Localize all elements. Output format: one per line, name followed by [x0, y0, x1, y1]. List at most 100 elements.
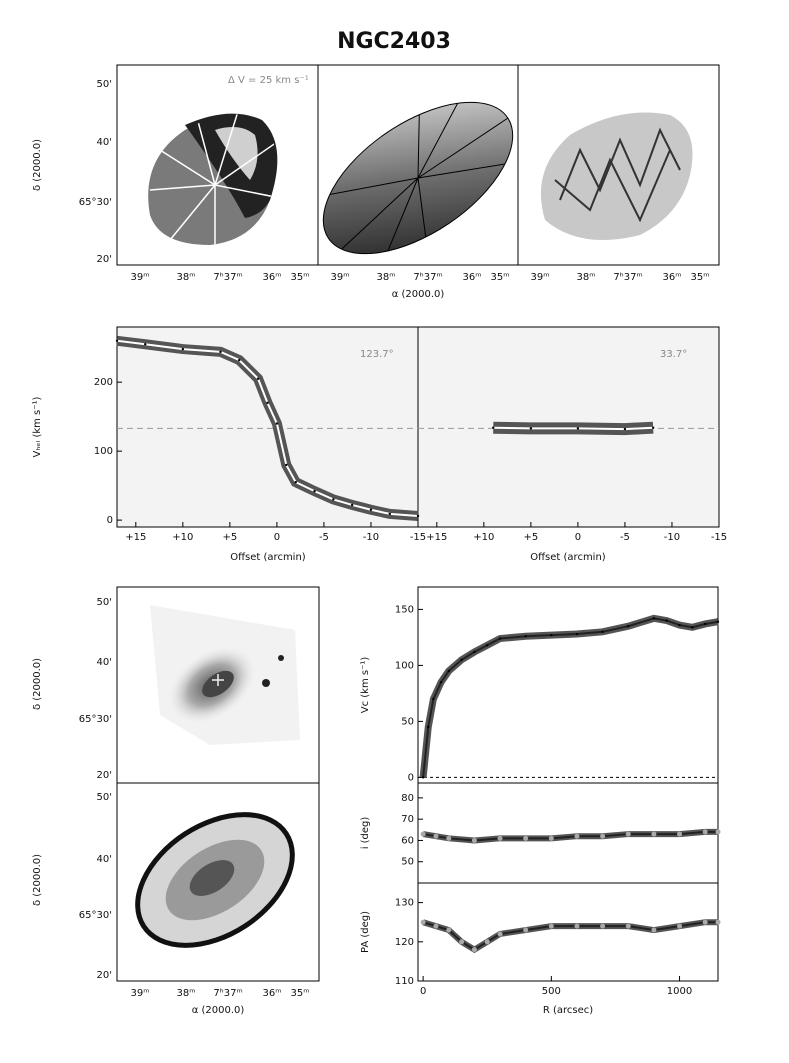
- map-ytick: 65°30': [79, 197, 112, 208]
- data-point: [285, 463, 288, 467]
- data-point: [677, 923, 683, 929]
- data-point: [471, 837, 477, 843]
- data-point: [600, 833, 606, 839]
- intensity-ytick-a: 65°30': [79, 714, 112, 725]
- intensity-ytick-b: 20': [97, 970, 112, 981]
- data-point: [702, 829, 708, 835]
- series-line: [422, 617, 719, 778]
- data-point: [332, 498, 335, 501]
- data-point: [623, 427, 627, 431]
- intensity-ytick-b: 50': [97, 792, 112, 803]
- observed-velocity-field: Δ V = 25 km s⁻¹: [148, 75, 309, 245]
- data-point: [548, 835, 554, 841]
- map-ytick: 20': [97, 254, 112, 265]
- data-point: [627, 625, 630, 628]
- data-point: [550, 633, 553, 637]
- data-point: [238, 358, 241, 362]
- pv-diagrams: 0 100 200 +15 +10 +5 0 -5 -10 -15 +15 +10 +5 0 -5 -10 -…: [32, 326, 727, 563]
- xtick-label: +10: [473, 532, 494, 543]
- maps-frame: [116, 64, 720, 266]
- data-point: [275, 422, 279, 425]
- data-point: [313, 489, 316, 493]
- pv-major-angle: 123.7°: [360, 349, 394, 360]
- data-point: [427, 725, 430, 729]
- ytick-label: 0: [107, 515, 113, 526]
- pa-xlabel: R (arcsec): [543, 1005, 593, 1016]
- data-point: [492, 426, 495, 429]
- data-point: [459, 939, 465, 945]
- maps-xlabel: α (2000.0): [392, 289, 445, 300]
- intensity-ytick-a: 40': [97, 657, 112, 668]
- map-xtick: 36ᵐ: [263, 272, 282, 283]
- map-xtick: 7ʰ37ᵐ: [213, 272, 242, 283]
- xtick-label: 1000: [667, 986, 692, 997]
- data-point: [416, 514, 420, 518]
- ytick-label: 100: [395, 660, 414, 671]
- data-point: [266, 401, 269, 405]
- data-point: [625, 831, 631, 837]
- data-point: [523, 835, 529, 841]
- map-xtick: 38ᵐ: [377, 272, 396, 283]
- xtick-label: +15: [426, 532, 447, 543]
- series-line: [493, 426, 654, 431]
- data-point: [576, 427, 580, 430]
- data-point: [144, 343, 147, 346]
- intensity-xtick: 7ʰ37ᵐ: [213, 988, 242, 999]
- ytick-label: 130: [395, 898, 414, 909]
- map-xtick: 39ᵐ: [131, 272, 150, 283]
- xtick-label: +15: [125, 532, 146, 543]
- data-point: [691, 626, 694, 629]
- xtick-label: -15: [410, 532, 426, 543]
- data-point: [439, 681, 443, 684]
- map-ytick: 40': [97, 137, 112, 148]
- data-point: [575, 632, 579, 636]
- data-point: [677, 831, 683, 837]
- intensity-ytick-a: 50': [97, 597, 112, 608]
- intensity-ytick-a: 20': [97, 770, 112, 781]
- map-xtick: 39ᵐ: [531, 272, 550, 283]
- map-xtick: 35ᵐ: [291, 272, 310, 283]
- data-point: [625, 923, 631, 929]
- total-hi-map: [150, 605, 300, 745]
- data-point: [651, 831, 657, 837]
- data-point: [473, 650, 476, 654]
- ring-fit-panels: 0 50 100 150 50 60 70 80 110 120 130 0 500 1000 Vᴄ …: [360, 586, 721, 1016]
- data-point: [529, 427, 533, 430]
- star-2: [278, 655, 284, 661]
- map-xtick: 7ʰ37ᵐ: [413, 272, 442, 283]
- data-point: [369, 508, 373, 511]
- data-point: [600, 923, 606, 929]
- velocity-maps: Δ V = 25 km s⁻¹ δ (2000.0) α (2000.0) 50…: [32, 64, 720, 300]
- xtick-label: +10: [172, 532, 193, 543]
- map-xtick: 39ᵐ: [331, 272, 350, 283]
- data-point: [678, 623, 681, 627]
- ytick-label: 0: [408, 772, 414, 783]
- data-point: [574, 833, 580, 839]
- data-point: [716, 620, 720, 623]
- data-point: [574, 923, 580, 929]
- xtick-label: -5: [319, 532, 329, 543]
- pv-major-xlabel: Offset (arcmin): [230, 552, 305, 563]
- intensity-xlabel: α (2000.0): [192, 1005, 245, 1016]
- map-xtick: 36ᵐ: [663, 272, 682, 283]
- ytick-label: 50: [401, 716, 414, 727]
- ytick-label: 50: [401, 857, 414, 868]
- data-point: [715, 919, 721, 925]
- data-point: [498, 637, 502, 640]
- data-point: [432, 697, 435, 701]
- xtick-label: -10: [363, 532, 379, 543]
- ytick-label: 150: [395, 604, 414, 615]
- intensity-ylabel-b: δ (2000.0): [32, 854, 43, 906]
- ytick-label: 200: [94, 377, 113, 388]
- map-xtick: 35ᵐ: [491, 272, 510, 283]
- rc-ylabel: Vᴄ (km s⁻¹): [360, 657, 371, 714]
- data-point: [703, 622, 707, 626]
- ytick-label: 60: [401, 835, 414, 846]
- pv-minor-xlabel: Offset (arcmin): [530, 552, 605, 563]
- intensity-maps: δ (2000.0) δ (2000.0) α (2000.0) 50' 40' 6…: [32, 586, 320, 1016]
- xtick-label: -15: [711, 532, 727, 543]
- data-point: [486, 644, 489, 647]
- xtick-label: +5: [524, 532, 539, 543]
- data-point: [446, 927, 452, 933]
- data-point: [715, 829, 721, 835]
